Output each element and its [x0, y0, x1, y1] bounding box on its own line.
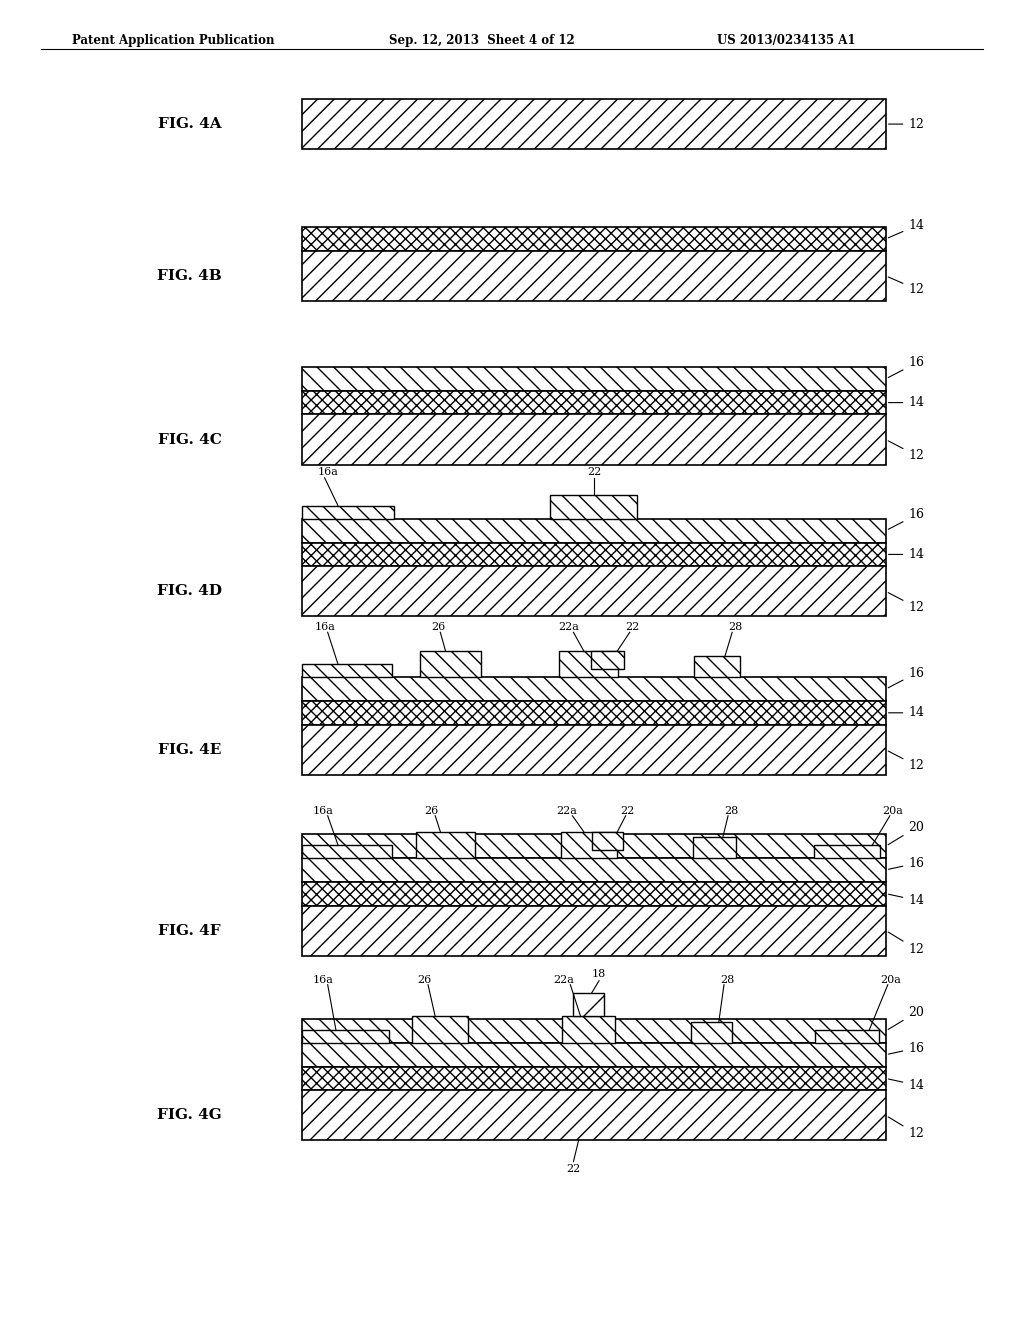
Text: 22: 22	[626, 622, 640, 632]
Bar	[592, 832, 623, 850]
Text: 16: 16	[889, 857, 925, 870]
Bar	[573, 993, 604, 1016]
Text: 22a: 22a	[556, 805, 577, 816]
Text: 14: 14	[889, 1078, 925, 1092]
Bar	[302, 1067, 886, 1090]
Text: 28: 28	[720, 974, 734, 985]
Bar	[551, 495, 637, 519]
Text: 16a: 16a	[314, 622, 335, 632]
Text: 12: 12	[888, 441, 925, 462]
Text: 16a: 16a	[312, 974, 333, 985]
Bar	[302, 677, 886, 701]
Bar	[302, 845, 392, 858]
Text: 14: 14	[889, 894, 925, 907]
Bar	[302, 834, 886, 858]
Bar	[694, 656, 739, 677]
Text: 12: 12	[888, 751, 925, 772]
Text: FIG. 4B: FIG. 4B	[157, 269, 222, 282]
Bar	[561, 832, 616, 858]
Bar	[562, 1016, 615, 1043]
Bar	[302, 1019, 886, 1043]
Text: 16: 16	[889, 1041, 925, 1055]
Text: 16: 16	[888, 508, 925, 529]
Text: 12: 12	[888, 277, 925, 296]
Bar	[302, 414, 886, 465]
Bar	[813, 845, 880, 858]
Bar	[815, 1030, 879, 1043]
Text: 20a: 20a	[883, 805, 903, 816]
Bar	[302, 391, 886, 414]
Bar	[302, 906, 886, 956]
Bar	[302, 882, 886, 906]
Text: 20a: 20a	[881, 974, 901, 985]
Bar	[559, 651, 618, 677]
Text: 22: 22	[587, 466, 601, 477]
Text: US 2013/0234135 A1: US 2013/0234135 A1	[717, 34, 855, 48]
Text: 14: 14	[889, 548, 925, 561]
Text: 22: 22	[621, 805, 635, 816]
Text: 14: 14	[889, 396, 925, 409]
Text: 12: 12	[888, 593, 925, 614]
Text: 28: 28	[728, 622, 742, 632]
Text: 28: 28	[724, 805, 738, 816]
Bar	[302, 367, 886, 391]
Text: 16a: 16a	[317, 466, 338, 477]
Bar	[302, 701, 886, 725]
Bar	[416, 832, 475, 858]
Text: 16a: 16a	[312, 805, 333, 816]
Text: 16: 16	[888, 667, 925, 688]
Bar	[693, 837, 736, 858]
Text: 26: 26	[424, 805, 438, 816]
Text: FIG. 4C: FIG. 4C	[158, 433, 221, 446]
Text: 26: 26	[431, 622, 445, 632]
Text: 20: 20	[888, 1006, 925, 1030]
Bar	[302, 1090, 886, 1140]
Text: FIG. 4F: FIG. 4F	[158, 924, 221, 937]
Text: FIG. 4A: FIG. 4A	[158, 117, 221, 131]
Text: 12: 12	[889, 117, 925, 131]
Text: Sep. 12, 2013  Sheet 4 of 12: Sep. 12, 2013 Sheet 4 of 12	[389, 34, 574, 48]
Bar	[412, 1016, 468, 1043]
Bar	[302, 664, 392, 677]
Bar	[302, 251, 886, 301]
Text: 18: 18	[592, 969, 606, 979]
Text: 22a: 22a	[553, 974, 573, 985]
Bar	[302, 99, 886, 149]
Bar	[302, 227, 886, 251]
Text: FIG. 4E: FIG. 4E	[158, 743, 221, 756]
Bar	[302, 1030, 389, 1043]
Text: 26: 26	[417, 974, 431, 985]
Bar	[302, 543, 886, 566]
Bar	[302, 1043, 886, 1067]
Bar	[420, 651, 481, 677]
Bar	[591, 651, 624, 669]
Bar	[302, 858, 886, 882]
Bar	[302, 725, 886, 775]
Text: FIG. 4G: FIG. 4G	[157, 1109, 222, 1122]
Bar	[691, 1022, 732, 1043]
Text: 12: 12	[888, 1117, 925, 1140]
Text: 14: 14	[888, 219, 925, 238]
Text: 20: 20	[888, 821, 925, 845]
Text: 22: 22	[566, 1164, 581, 1175]
Text: 22a: 22a	[558, 622, 579, 632]
Text: 14: 14	[889, 706, 925, 719]
Text: Patent Application Publication: Patent Application Publication	[72, 34, 274, 48]
Bar	[302, 519, 886, 543]
Text: 16: 16	[888, 356, 925, 378]
Bar	[302, 566, 886, 616]
Text: FIG. 4D: FIG. 4D	[157, 585, 222, 598]
Text: 12: 12	[888, 932, 925, 956]
Bar	[302, 506, 394, 519]
